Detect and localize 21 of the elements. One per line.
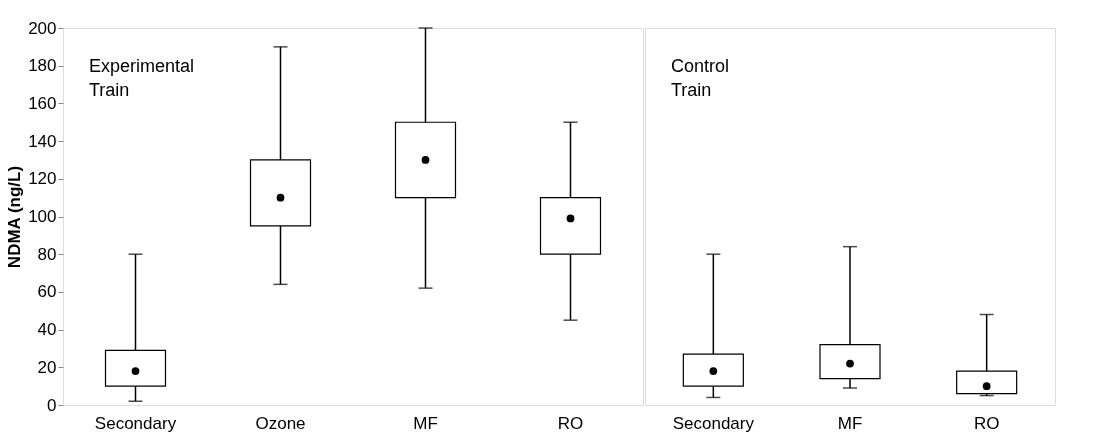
y-tick-label: 60: [37, 282, 57, 302]
y-tick-label: 200: [28, 18, 57, 38]
y-tick-label: 180: [28, 56, 57, 76]
x-tick-label: MF: [413, 413, 438, 433]
y-tick-label: 40: [37, 320, 57, 340]
x-tick-label: RO: [973, 413, 1000, 433]
y-tick-label: 160: [28, 93, 57, 113]
x-tick-label: Ozone: [255, 413, 306, 433]
annotation: Control Train: [671, 56, 730, 100]
annotation: Experimental Train: [89, 56, 195, 100]
x-tick-label: RO: [557, 413, 584, 433]
y-tick-label: 0: [47, 395, 57, 415]
y-tick-label: 80: [37, 244, 57, 264]
y-tick-label: 140: [28, 131, 57, 151]
x-tick-label: Secondary: [672, 413, 755, 433]
x-tick-label: Secondary: [94, 413, 177, 433]
y-tick-label: 20: [37, 357, 57, 377]
y-axis-title: NDMA (ng/L): [5, 165, 25, 269]
y-tick-label: 100: [28, 207, 57, 226]
y-tick-label: 120: [28, 169, 57, 189]
x-tick-label: MF: [837, 413, 863, 433]
